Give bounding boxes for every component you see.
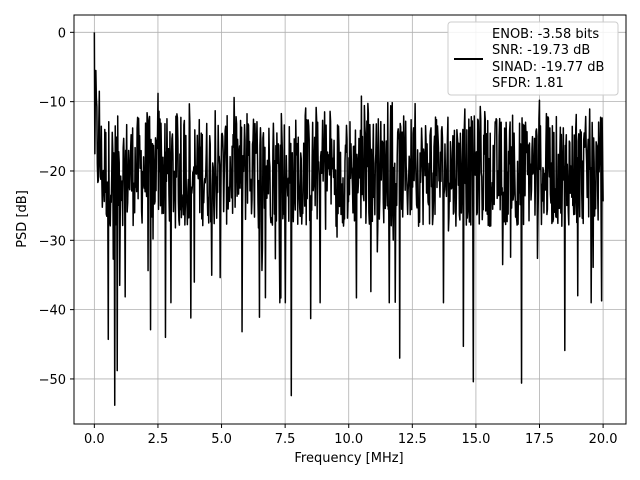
legend-entry-sfdr: SFDR: 1.81 [492,76,564,91]
legend-box [447,21,619,96]
x-tick-label: 10.0 [334,432,363,447]
legend-entry-enob: ENOB: -3.58 bits [492,27,599,42]
legend-entry-snr: SNR: -19.73 dB [492,43,590,58]
y-tick-label: −10 [39,96,66,111]
x-tick-label: 12.5 [398,432,427,447]
plot-frame [73,14,627,425]
y-tick-label: −50 [39,373,66,388]
x-tick-label: 0.0 [84,432,105,447]
y-tick-label: −20 [39,165,66,180]
x-tick-label: 17.5 [525,432,554,447]
x-tick-label: 5.0 [211,432,232,447]
legend: ENOB: -3.58 bits SNR: -19.73 dB SINAD: -… [447,21,619,96]
y-tick-label: −30 [39,234,66,249]
x-tick-label: 15.0 [461,432,490,447]
series-layer [93,32,604,407]
ticks: 0.0 2.5 5.0 7.5 10.0 12.5 15.0 17.5 20.0 0 −10 −20 −… [39,26,618,447]
y-axis-label: PSD [dB] [15,190,30,248]
psd-series-line [93,32,604,407]
x-tick-label: 7.5 [275,432,296,447]
y-tick-label: 0 [58,26,66,41]
x-tick-label: 2.5 [148,432,169,447]
legend-entry-sinad: SINAD: -19.77 dB [492,60,604,75]
x-tick-label: 20.0 [589,432,618,447]
x-axis-label: Frequency [MHz] [294,451,403,466]
y-tick-label: −40 [39,304,66,319]
